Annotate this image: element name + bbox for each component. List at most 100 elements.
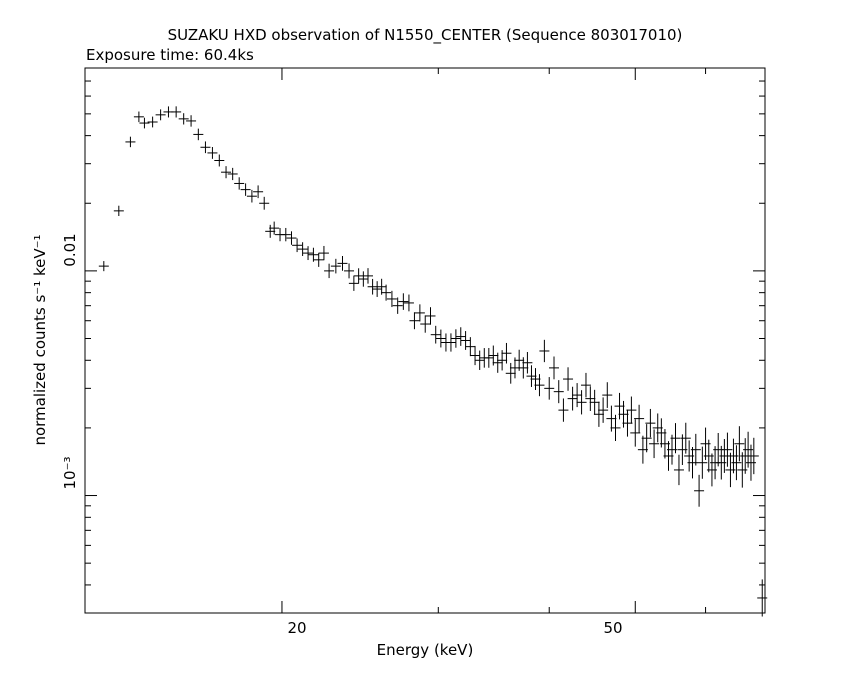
data-point (680, 422, 691, 454)
data-point (227, 167, 238, 181)
data-point (269, 221, 280, 235)
data-point (409, 312, 420, 330)
data-point (240, 183, 251, 196)
chart-title: SUZAKU HXD observation of N1550_CENTER (… (168, 26, 683, 45)
data-point (530, 368, 541, 390)
data-point (673, 454, 684, 486)
data-point (280, 227, 291, 242)
x-axis-label: Energy (keV) (377, 641, 474, 659)
data-point (353, 268, 364, 284)
data-point (622, 409, 633, 437)
data-point (634, 404, 645, 433)
data-point (221, 166, 232, 179)
data-point (610, 414, 621, 442)
data-point (139, 117, 150, 129)
data-point (113, 205, 124, 217)
data-point (626, 396, 637, 424)
data-point (246, 189, 257, 203)
data-point (344, 263, 355, 279)
data-point (297, 242, 308, 256)
data-point (259, 196, 270, 210)
data-point (193, 128, 204, 141)
data-point (558, 398, 569, 422)
data-point (337, 255, 348, 271)
x-tick-label-20: 20 (287, 619, 306, 637)
data-point (522, 352, 533, 374)
data-point (602, 382, 613, 408)
data-point (186, 115, 197, 127)
x-tick-label-50: 50 (603, 619, 622, 637)
data-point (589, 389, 600, 415)
data-point (253, 185, 264, 199)
data-point (155, 109, 166, 121)
data-point (694, 474, 705, 507)
data-point (376, 278, 387, 295)
data-point (553, 380, 564, 404)
data-point (207, 147, 218, 159)
data-point (465, 337, 476, 357)
data-point (133, 111, 144, 123)
data-point (445, 333, 456, 352)
data-point (534, 374, 545, 397)
data-point (348, 275, 359, 291)
data-point (265, 224, 276, 238)
data-point (234, 177, 245, 190)
data-point (292, 238, 303, 253)
data-point (324, 263, 335, 279)
data-point (98, 261, 109, 272)
data-point (286, 231, 297, 245)
data-point (509, 357, 520, 379)
data-point (649, 429, 660, 459)
data-point (737, 452, 748, 488)
data-point (483, 347, 494, 368)
data-point (731, 445, 742, 481)
data-point (563, 367, 574, 391)
plot-frame (84, 67, 766, 614)
y-axis-label: normalized counts s⁻¹ keV⁻¹ (31, 234, 49, 445)
data-point (567, 386, 578, 411)
data-point (690, 433, 701, 466)
data-point (757, 579, 768, 617)
data-point (593, 401, 604, 427)
data-point (308, 247, 319, 262)
data-point (403, 294, 414, 312)
data-point (526, 365, 537, 387)
data-point (572, 383, 583, 408)
data-point (470, 345, 481, 366)
data-point (318, 245, 329, 261)
data-point (398, 293, 409, 310)
x-axis-ticks (281, 68, 766, 613)
chart-subtitle: Exposure time: 60.4ks (86, 46, 254, 64)
data-point (544, 377, 555, 400)
data-point (125, 136, 136, 148)
data-point (363, 268, 374, 284)
data-point (514, 349, 525, 371)
data-point (420, 315, 431, 333)
y-tick-label-0.01: 0.01 (61, 233, 79, 266)
data-point (178, 113, 189, 125)
data-point (645, 408, 656, 438)
data-point (367, 278, 378, 295)
data-point (330, 258, 341, 274)
data-point (549, 356, 560, 380)
data-points (98, 106, 768, 617)
y-tick-label-1e-3: 10⁻³ (61, 456, 79, 489)
data-point (455, 327, 466, 346)
data-point (630, 419, 641, 447)
data-point (392, 297, 403, 314)
data-point (606, 405, 617, 432)
data-point (539, 339, 550, 363)
data-point (598, 397, 609, 423)
data-point (585, 386, 596, 411)
data-point (722, 432, 733, 467)
data-point (147, 116, 158, 128)
data-point (414, 304, 425, 322)
data-point (450, 329, 461, 348)
data-point (214, 154, 225, 167)
data-point (492, 352, 503, 373)
data-point (381, 284, 392, 301)
data-point (488, 345, 499, 366)
data-point (303, 246, 314, 261)
data-point (748, 437, 759, 475)
